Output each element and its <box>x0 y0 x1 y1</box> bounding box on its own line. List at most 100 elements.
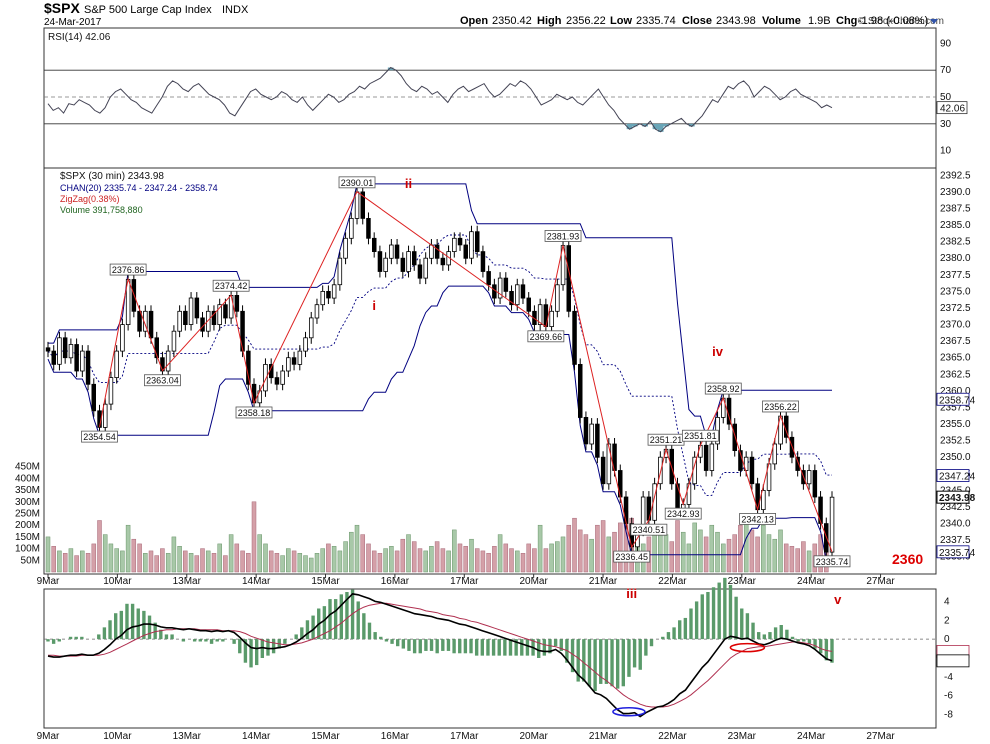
watermark: © StockCharts.com <box>858 16 944 27</box>
axes-layer: 9Mar 9Mar 10Mar 10Mar 13Mar 13Mar 14Mar 14Mar 15… <box>37 574 895 742</box>
volume-bar <box>314 553 320 573</box>
volume-bar <box>337 550 343 573</box>
price-tick-label: 2352.5 <box>940 436 971 447</box>
rsi-layer: 10 30 50 70 90 42.06 <box>44 38 968 157</box>
volume-bar <box>200 548 205 573</box>
candle-body <box>423 257 428 279</box>
price-tick-label: 2365.0 <box>940 353 971 364</box>
volume-bar <box>45 536 51 573</box>
macd-layer: 420-2-4-6-8 <box>44 577 970 721</box>
volume-bar <box>268 550 274 573</box>
volume-bar <box>125 524 131 573</box>
candle-body <box>274 377 280 385</box>
candle-body <box>308 317 314 339</box>
volume-tick-label: 200M <box>15 520 40 531</box>
price-tick-label: 2337.5 <box>940 535 971 546</box>
volume-bar <box>165 553 171 573</box>
last-price-label: 2343.98 <box>939 493 976 504</box>
volume-bar <box>114 548 119 573</box>
candle-body <box>543 304 549 328</box>
volume-bar <box>583 534 589 573</box>
price-tick-label: 2385.0 <box>940 220 971 231</box>
volume-bar <box>698 529 703 573</box>
volume-bar <box>349 531 354 573</box>
open-value: 2350.42 <box>492 15 532 27</box>
candle-body <box>343 237 348 259</box>
volume-bar <box>377 553 383 573</box>
volume-bar <box>423 550 428 573</box>
candle-body <box>623 496 629 524</box>
volume-bar <box>789 546 795 573</box>
pivot-label-box <box>813 555 851 568</box>
wave-label: ii <box>405 176 412 191</box>
candle-body <box>137 310 142 332</box>
candle-body <box>154 337 159 359</box>
x-date-label-bottom: 14Mar <box>242 731 271 742</box>
candle-body <box>68 344 74 359</box>
volume-bar <box>371 550 377 573</box>
x-date-label: 9Mar <box>37 576 60 587</box>
volume-bar <box>474 548 480 573</box>
rsi-last-label: 42.06 <box>940 104 965 115</box>
x-date-label: 22Mar <box>658 576 687 587</box>
volume-bar <box>394 550 400 573</box>
volume-bar <box>738 524 743 573</box>
x-date-label: 14Mar <box>242 576 271 587</box>
candle-body <box>806 470 812 485</box>
candle-body <box>303 337 308 352</box>
candle-body <box>326 290 331 299</box>
macd-tick-label: 4 <box>944 596 950 607</box>
open-label: Open <box>460 15 488 27</box>
macd-cross-red-ellipse <box>729 642 766 653</box>
volume-bar <box>85 553 91 573</box>
candle-body <box>549 310 554 327</box>
volume-value: 1.9B <box>808 15 831 27</box>
channel-mid-line <box>47 234 832 496</box>
volume-bar <box>429 546 434 573</box>
price-tick-label: 2375.0 <box>940 286 971 297</box>
candle-body <box>103 403 108 428</box>
candle-body <box>366 217 371 239</box>
candle-body <box>211 310 217 325</box>
candle-body <box>829 496 835 553</box>
volume-bar <box>732 534 737 573</box>
chevron-down-icon[interactable] <box>930 19 938 24</box>
pivot-label-box <box>212 279 250 292</box>
candle-body <box>400 257 406 272</box>
candle-body <box>217 304 222 326</box>
last-price-box <box>936 490 970 504</box>
candle-body <box>772 443 778 465</box>
candle-body <box>223 304 228 319</box>
rsi-line <box>47 66 833 133</box>
volume-bar <box>74 555 79 573</box>
candle-body <box>417 264 423 279</box>
candle-body <box>480 251 486 272</box>
macd-last-box <box>936 654 970 668</box>
volume-bar <box>778 529 783 573</box>
pivot-label: 2358.92 <box>707 384 740 394</box>
rsi-legend: RSI(14) 42.06 <box>48 32 111 43</box>
volume-bar <box>463 546 468 573</box>
volume-bar <box>663 534 669 573</box>
pivot-label-box <box>81 430 118 443</box>
x-date-label-bottom: 10Mar <box>103 731 132 742</box>
candle-body <box>761 489 766 510</box>
candle-body <box>429 244 434 259</box>
volume-bar <box>721 543 726 573</box>
price-tick-label: 2340.0 <box>940 519 971 530</box>
wave-label: iv <box>712 344 724 359</box>
candle-body <box>171 330 177 352</box>
candle-body <box>606 443 612 485</box>
candle-body <box>818 496 823 524</box>
volume-bar <box>406 534 411 573</box>
volume-bar <box>211 553 217 573</box>
candle-body <box>497 277 503 299</box>
pivot-label-box <box>664 507 702 520</box>
volume-bar <box>68 548 74 573</box>
candle-body <box>589 423 594 445</box>
macd-tick-label: -4 <box>944 672 953 683</box>
volume-bar <box>131 538 137 573</box>
candle-body <box>515 284 520 306</box>
price-tick-label: 2372.5 <box>940 303 971 314</box>
wave-label: v <box>834 592 842 607</box>
